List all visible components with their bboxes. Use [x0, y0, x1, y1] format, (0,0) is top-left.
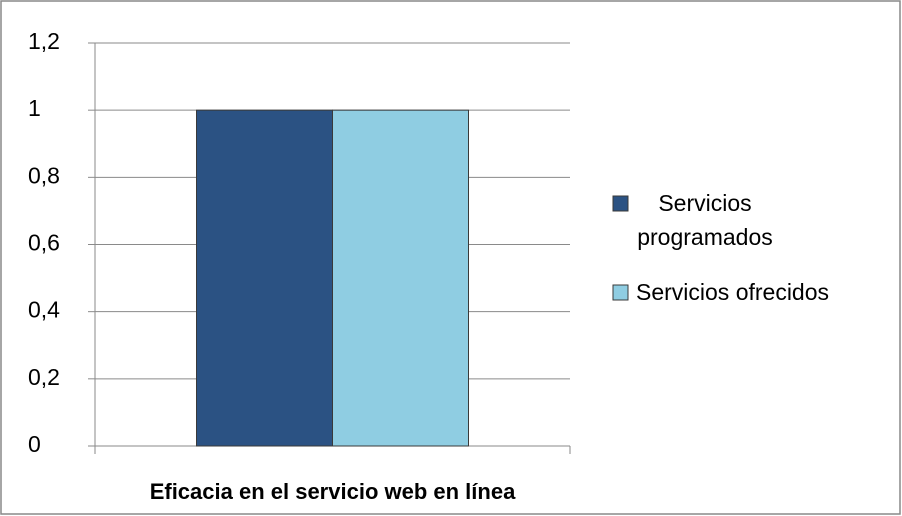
y-tick-label: 1,2 — [28, 28, 60, 54]
bar — [196, 109, 333, 447]
bar — [332, 109, 469, 447]
y-tick-label: 0,8 — [28, 162, 60, 188]
x-tick-label: Eficacia en el servicio web en línea — [150, 479, 516, 504]
y-tick-label: 0 — [28, 431, 41, 457]
y-tick-label: 0,2 — [28, 364, 60, 390]
y-tick-label: 0,6 — [28, 230, 60, 256]
legend-marker — [612, 284, 629, 301]
y-tick-label: 1 — [28, 95, 41, 121]
legend-label: Servicios programados — [637, 190, 773, 250]
legend-marker — [612, 195, 629, 212]
y-tick-label: 0,4 — [28, 297, 60, 323]
legend-label: Servicios ofrecidos — [636, 279, 830, 305]
